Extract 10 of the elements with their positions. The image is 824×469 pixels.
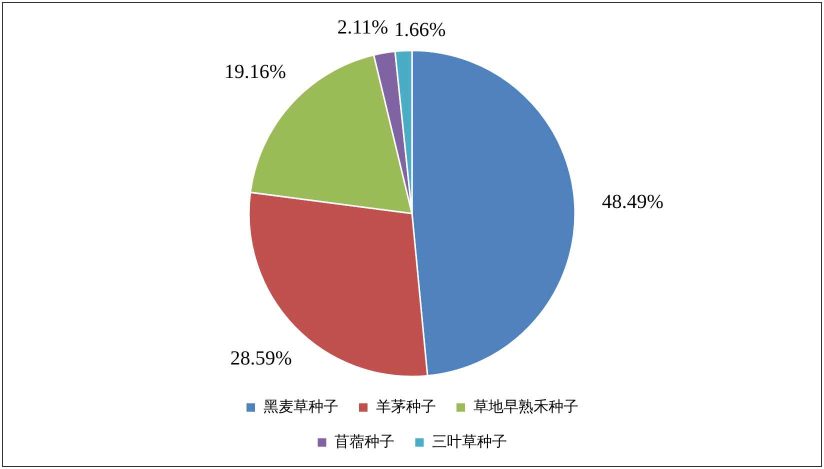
legend-label: 草地早熟禾种子 <box>473 397 578 416</box>
data-label: 1.66% <box>394 18 446 41</box>
data-label: 28.59% <box>230 347 292 370</box>
legend-label: 三叶草种子 <box>432 432 507 450</box>
legend-label: 黑麦草种子 <box>263 397 338 416</box>
data-label: 2.11% <box>337 16 388 39</box>
data-label: 48.49% <box>602 191 664 214</box>
legend-label: 苜蓿种子 <box>334 432 394 450</box>
data-label: 19.16% <box>224 60 286 83</box>
legend-label: 羊茅种子 <box>376 397 436 416</box>
